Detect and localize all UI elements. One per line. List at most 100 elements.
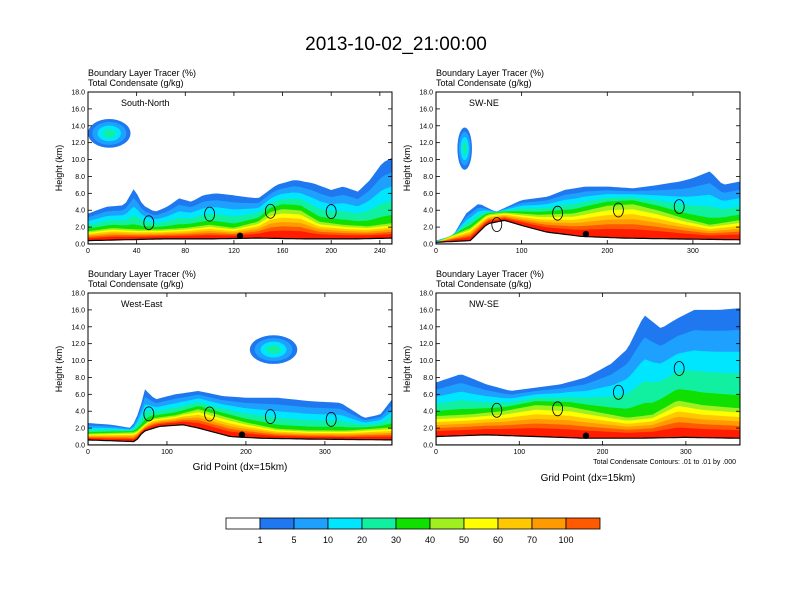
condensate-contour	[613, 384, 624, 400]
y-tick-label: 2.0	[423, 426, 433, 433]
x-tick-label: 120	[228, 248, 240, 255]
colorbar-box-5	[395, 517, 431, 530]
condensate-contour	[491, 217, 503, 232]
y-tick-label: 2.0	[75, 426, 85, 433]
colorbar-label: 70	[527, 535, 537, 545]
colorbar-box-8	[497, 517, 533, 530]
panel-title-line1: Boundary Layer Tracer (%)	[88, 68, 196, 78]
y-tick-label: 12.0	[419, 140, 433, 147]
y-axis-label: Height (km)	[54, 145, 64, 192]
condensate-contour	[552, 401, 563, 417]
y-tick-label: 8.0	[423, 174, 433, 181]
y-tick-label: 8.0	[423, 375, 433, 382]
condensate-contour	[143, 215, 155, 231]
panel-1-field	[436, 127, 740, 244]
y-axis-label: Height (km)	[402, 346, 412, 393]
x-tick-label: 80	[181, 248, 189, 255]
panel-title-line2: Total Condensate (g/kg)	[436, 279, 532, 289]
panel-3-field	[436, 308, 740, 445]
condensate-contour	[673, 361, 685, 376]
y-tick-label: 16.0	[419, 307, 433, 314]
panel-2: 0.0 2.0 4.0 6.0 8.0 10.0 12.0 14.0 16.0 18.0 0 100 2…	[54, 269, 393, 473]
condensate-contour	[673, 199, 685, 214]
panel-section-name: South-North	[121, 98, 170, 108]
y-tick-label: 14.0	[419, 123, 433, 130]
y-tick-label: 18.0	[71, 291, 85, 298]
plot-frame	[87, 91, 393, 245]
panel-0-field	[88, 119, 392, 244]
panel-title-line1: Boundary Layer Tracer (%)	[436, 68, 544, 78]
y-tick-label: 4.0	[75, 409, 85, 416]
condensate-contour	[143, 406, 155, 422]
y-tick-label: 8.0	[75, 375, 85, 382]
colorbar-box-0	[225, 517, 261, 530]
colorbar-box-10	[565, 517, 601, 530]
panel-2-field	[88, 335, 392, 445]
panel-section-name: SW-NE	[469, 98, 499, 108]
y-tick-label: 14.0	[71, 123, 85, 130]
y-tick-label: 2.0	[423, 225, 433, 232]
condensate-contour	[204, 206, 216, 222]
x-tick-label: 40	[133, 248, 141, 255]
x-tick-label: 0	[86, 449, 90, 456]
y-tick-label: 0.0	[75, 443, 85, 450]
x-axis-label: Grid Point (dx=15km)	[193, 462, 288, 473]
y-tick-label: 10.0	[71, 157, 85, 164]
y-tick-label: 12.0	[71, 140, 85, 147]
x-tick-label: 100	[513, 449, 525, 456]
y-tick-label: 18.0	[71, 90, 85, 97]
x-tick-label: 200	[597, 449, 609, 456]
colorbar-label: 30	[391, 535, 401, 545]
x-tick-label: 300	[319, 449, 331, 456]
condensate-contour	[325, 204, 337, 219]
colorbar-label: 60	[493, 535, 503, 545]
y-tick-label: 10.0	[71, 358, 85, 365]
colorbar-label: 20	[357, 535, 367, 545]
y-tick-label: 0.0	[75, 242, 85, 249]
panel-section-name: West-East	[121, 299, 163, 309]
x-tick-label: 0	[434, 449, 438, 456]
y-tick-label: 0.0	[423, 443, 433, 450]
colorbar-box-4	[361, 517, 397, 530]
section-center-marker	[582, 230, 590, 238]
y-tick-label: 4.0	[75, 208, 85, 215]
colorbar-box-7	[463, 517, 499, 530]
x-tick-label: 200	[240, 449, 252, 456]
y-tick-label: 14.0	[71, 324, 85, 331]
plot-frame	[435, 292, 741, 446]
colorbar-box-9	[531, 517, 567, 530]
y-tick-label: 18.0	[419, 291, 433, 298]
y-tick-label: 12.0	[419, 341, 433, 348]
colorbar-box-6	[429, 517, 465, 530]
y-tick-label: 6.0	[423, 392, 433, 399]
colorbar-label: 40	[425, 535, 435, 545]
x-axis-label: Grid Point (dx=15km)	[541, 473, 636, 484]
upper-patch-0-4	[462, 142, 467, 155]
x-tick-label: 100	[161, 449, 173, 456]
y-tick-label: 6.0	[75, 392, 85, 399]
y-tick-label: 18.0	[419, 90, 433, 97]
upper-patch-0-4	[266, 345, 281, 354]
panel-title-line2: Total Condensate (g/kg)	[436, 78, 532, 88]
section-center-marker	[236, 232, 244, 240]
colorbar-label: 5	[291, 535, 296, 545]
condensate-contour	[613, 202, 624, 218]
y-tick-label: 0.0	[423, 242, 433, 249]
y-tick-label: 12.0	[71, 341, 85, 348]
condensate-contour	[325, 411, 337, 427]
figure-title: 2013-10-02_21:00:00	[305, 34, 487, 55]
colorbar-label: 100	[558, 535, 573, 545]
condensate-contour	[552, 205, 563, 221]
terrain	[436, 219, 740, 244]
panel-3: 0.0 2.0 4.0 6.0 8.0 10.0 12.0 14.0 16.0 18.0 0 100 2…	[402, 269, 741, 484]
y-tick-label: 16.0	[71, 307, 85, 314]
y-tick-label: 2.0	[75, 225, 85, 232]
y-tick-label: 10.0	[419, 157, 433, 164]
y-tick-label: 16.0	[71, 106, 85, 113]
panel-title-line2: Total Condensate (g/kg)	[88, 279, 184, 289]
colorbar-box-2	[293, 517, 329, 530]
x-tick-label: 0	[86, 248, 90, 255]
panel-title-line1: Boundary Layer Tracer (%)	[436, 269, 544, 279]
colorbar-label: 1	[257, 535, 262, 545]
